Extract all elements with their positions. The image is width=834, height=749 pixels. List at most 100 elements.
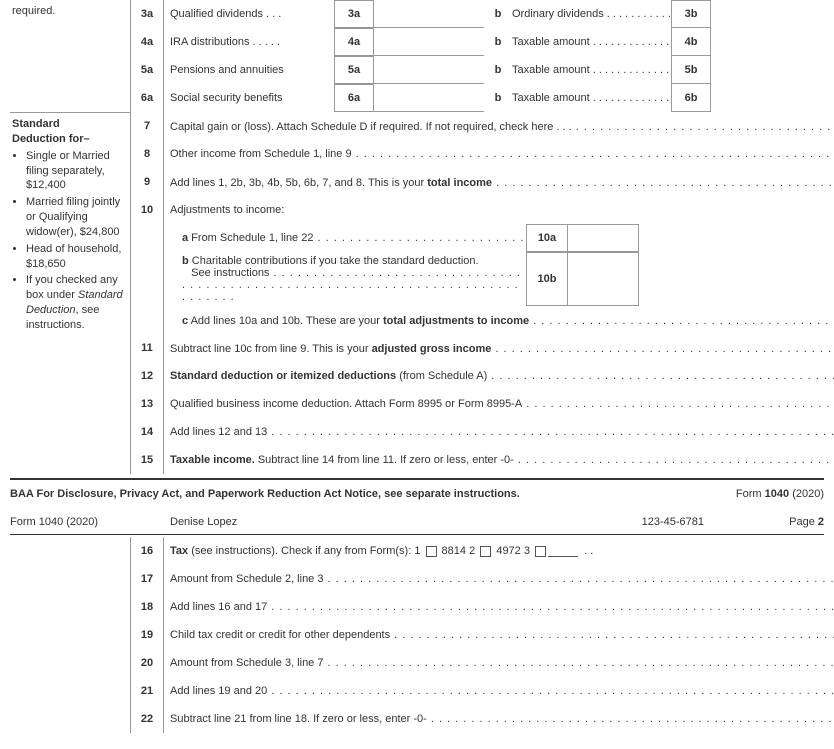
page2-section: 16 Tax (see instructions). Check if any … <box>10 537 824 733</box>
line-7: 7 Capital gain or (loss). Attach Schedul… <box>131 112 834 140</box>
check-col <box>803 28 825 56</box>
page2-sidebar <box>10 537 130 733</box>
line-19: 19 Child tax credit or credit for other … <box>131 621 834 649</box>
line-desc: Amount from Schedule 2, line 3 <box>164 570 834 588</box>
line-3a: 3a Qualified dividends . . . 3a b Ordina… <box>131 0 825 28</box>
check-col <box>803 0 825 28</box>
line-desc: Adjustments to income: <box>164 201 834 219</box>
line-desc: Capital gain or (loss). Attach Schedule … <box>164 117 834 136</box>
line-15: 15 Taxable income. Subtract line 14 from… <box>131 446 834 474</box>
line-desc: Add lines 12 and 13 <box>164 423 834 441</box>
line-11: 11 Subtract line 10c from line 9. This i… <box>131 334 834 362</box>
line-17: 17 Amount from Schedule 2, line 3 17 <box>131 565 834 593</box>
footer-note: BAA For Disclosure, Privacy Act, and Pap… <box>10 484 824 510</box>
line-box: 10a <box>526 224 568 252</box>
line-num: 10 <box>131 196 164 224</box>
line-num: 17 <box>131 565 164 593</box>
standard-deduction-sidebar: Standard Deduction for– Single or Marrie… <box>10 112 130 474</box>
page2-lines-area: 16 Tax (see instructions). Check if any … <box>130 537 834 733</box>
line-blank-left <box>374 0 484 28</box>
line-5a: 5a Pensions and annuities 5a b Taxable a… <box>131 56 825 84</box>
sidebar-title-2: Deduction for– <box>12 132 124 147</box>
line-sub-b: b <box>484 8 512 20</box>
line-20: 20 Amount from Schedule 3, line 7 20 <box>131 649 834 677</box>
sidebar-bullet: Head of household, $18,650 <box>26 242 124 272</box>
line-sub-b: b <box>484 92 512 104</box>
line-box-left: 6a <box>334 84 374 112</box>
line-num: 15 <box>131 446 164 474</box>
line-desc: Taxable income. Subtract line 14 from li… <box>164 451 834 469</box>
line-9: 9 Add lines 1, 2b, 3b, 4b, 5b, 6b, 7, an… <box>131 168 834 196</box>
line-blank-left <box>374 56 484 84</box>
line-box-left: 5a <box>334 56 374 84</box>
line-desc: Amount from Schedule 3, line 7 <box>164 654 834 672</box>
line-desc: Standard deduction or itemized deduction… <box>164 367 834 385</box>
line-desc-left: Social security benefits <box>164 89 334 107</box>
sidebar-bullet: Single or Married filing separately, $12… <box>26 149 124 194</box>
sidebar-bullet: Married filing jointly or Qualifying wid… <box>26 195 124 240</box>
line-desc: Qualified business income deduction. Att… <box>164 395 834 413</box>
line-num: 8 <box>131 140 164 168</box>
line-num: 3a <box>131 0 164 28</box>
line-16: 16 Tax (see instructions). Check if any … <box>131 537 834 565</box>
line-num: 21 <box>131 677 164 705</box>
line-box-right: 3b <box>671 0 711 28</box>
line-num: 16 <box>131 537 164 565</box>
page2-name: Denise Lopez <box>170 516 504 528</box>
line-desc-right: Ordinary dividends <box>512 8 671 20</box>
line-sub-b: b <box>484 64 512 76</box>
line-21: 21 Add lines 19 and 20 21 0 ✔ <box>131 677 834 705</box>
line-desc-right: Taxable amount <box>512 92 671 104</box>
main-lines-area: 7 Capital gain or (loss). Attach Schedul… <box>130 112 834 474</box>
line-desc: a From Schedule 1, line 22 <box>164 229 526 247</box>
line-4a: 4a IRA distributions . . . . . 4a b Taxa… <box>131 28 825 56</box>
line-box-left: 4a <box>334 28 374 56</box>
line-num: 4a <box>131 28 164 56</box>
line-box-left: 3a <box>334 0 374 28</box>
sidebar-bullet: If you checked any box under Standard De… <box>26 273 124 332</box>
line-num: 11 <box>131 334 164 362</box>
line-num: 22 <box>131 705 164 733</box>
line-num: 18 <box>131 593 164 621</box>
line-desc-left: IRA distributions . . . . . <box>164 33 334 51</box>
line-desc-left: Qualified dividends . . . <box>164 5 334 23</box>
line-10a: a From Schedule 1, line 22 10a <box>131 224 834 252</box>
line-box: 10b <box>526 252 568 306</box>
line-desc: b Charitable contributions if you take t… <box>164 252 526 306</box>
page2-form: Form 1040 (2020) <box>10 516 170 528</box>
line-box-right: 4b <box>671 28 711 56</box>
line-desc: Add lines 16 and 17 <box>164 598 834 616</box>
value-col <box>711 28 803 56</box>
line-desc-left: Pensions and annuities <box>164 61 334 79</box>
value-col <box>711 84 803 112</box>
main-section: Standard Deduction for– Single or Marrie… <box>10 112 824 474</box>
line-18: 18 Add lines 16 and 17 18 15,432 ✔ <box>131 593 834 621</box>
value-col <box>711 0 803 28</box>
page2-header: Form 1040 (2020) Denise Lopez 123-45-678… <box>10 510 824 532</box>
sidebar-bullets: Single or Married filing separately, $12… <box>12 149 124 333</box>
line-desc-right: Taxable amount <box>512 36 671 48</box>
line-desc-right: Taxable amount <box>512 64 671 76</box>
line-num: 13 <box>131 390 164 418</box>
line-12: 12 Standard deduction or itemized deduct… <box>131 362 834 390</box>
line-desc: Tax (see instructions). Check if any fro… <box>164 542 834 560</box>
value-col <box>711 56 803 84</box>
page2-ssn: 123-45-6781 <box>504 516 744 528</box>
line-num: 9 <box>131 168 164 196</box>
form-1040: required. 3a Qualified dividends . . . 3… <box>0 0 834 733</box>
line-num: 6a <box>131 84 164 112</box>
line-num: 5a <box>131 56 164 84</box>
split-lines-area: 3a Qualified dividends . . . 3a b Ordina… <box>130 0 825 112</box>
sidebar-required-note: required. <box>12 5 55 17</box>
line-22: 22 Subtract line 21 from line 18. If zer… <box>131 705 834 733</box>
sidebar-title-1: Standard <box>12 117 124 132</box>
line-13: 13 Qualified business income deduction. … <box>131 390 834 418</box>
line-desc: Subtract line 10c from line 9. This is y… <box>164 339 834 358</box>
line-num: 19 <box>131 621 164 649</box>
line-desc: Subtract line 21 from line 18. If zero o… <box>164 710 834 728</box>
line-6a: 6a Social security benefits 6a b Taxable… <box>131 84 825 112</box>
line-num: 7 <box>131 112 164 140</box>
line-num: 12 <box>131 362 164 390</box>
check-col <box>803 84 825 112</box>
divider-page1-end <box>10 478 824 480</box>
